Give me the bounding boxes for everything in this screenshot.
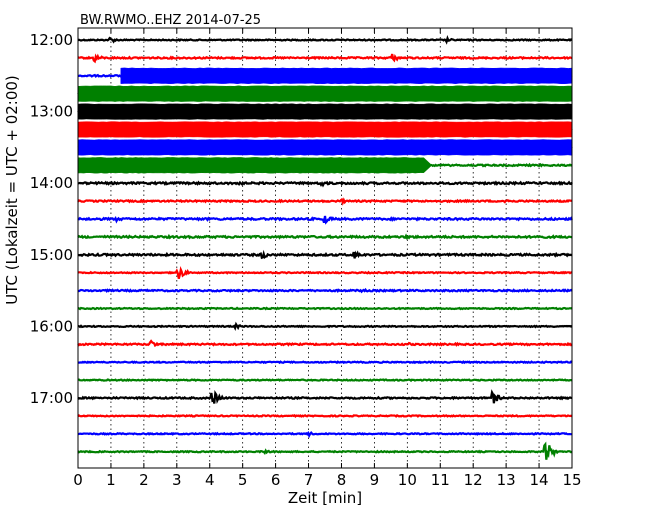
trace-line xyxy=(77,321,573,331)
saturated-band xyxy=(77,85,573,102)
trace-1430 xyxy=(77,215,573,225)
x-tick-label: 7 xyxy=(304,471,314,489)
trace-1630 xyxy=(77,360,573,365)
trace-line xyxy=(77,441,573,460)
x-axis-label: Zeit [min] xyxy=(288,489,362,507)
trace-line xyxy=(77,35,573,45)
x-tick-label: 1 xyxy=(106,471,116,489)
x-tick-label: 5 xyxy=(238,471,248,489)
x-tick-label: 0 xyxy=(73,471,83,489)
y-tick-label: 13:00 xyxy=(30,103,73,121)
trace-1545 xyxy=(77,306,573,311)
trace-line xyxy=(77,287,573,294)
trace-1330 xyxy=(77,139,573,156)
trace-1600 xyxy=(77,321,573,331)
x-tick-label: 8 xyxy=(337,471,347,489)
x-tick-label: 13 xyxy=(497,471,516,489)
trace-line xyxy=(77,360,573,365)
plot-frame xyxy=(77,27,573,469)
x-tick-label: 3 xyxy=(172,471,182,489)
trace-line xyxy=(77,265,573,279)
x-tick-label: 12 xyxy=(464,471,483,489)
trace-1245 xyxy=(77,85,573,102)
trace-line xyxy=(77,430,573,439)
trace-line xyxy=(77,249,573,260)
x-tick-label: 15 xyxy=(562,471,581,489)
trace-line xyxy=(77,53,573,64)
y-tick-label: 16:00 xyxy=(30,317,73,335)
trace-line xyxy=(77,378,573,383)
x-tick-label: 4 xyxy=(205,471,215,489)
saturated-band xyxy=(77,103,573,120)
saturated-band xyxy=(77,139,573,156)
trace-1300 xyxy=(77,103,573,120)
trace-1645 xyxy=(77,378,573,383)
trace-line xyxy=(77,306,573,311)
trace-1715 xyxy=(77,413,573,418)
trace-1615 xyxy=(77,339,573,348)
trace-1215 xyxy=(77,53,573,64)
x-tick-label: 11 xyxy=(431,471,450,489)
x-tick-label: 6 xyxy=(271,471,281,489)
x-tick-label: 2 xyxy=(139,471,149,489)
trace-1200 xyxy=(77,35,573,45)
trace-1415 xyxy=(77,197,573,206)
trace-1400 xyxy=(77,180,573,188)
trace-line xyxy=(77,413,573,418)
trace-line xyxy=(77,233,573,241)
trace-1345 xyxy=(77,157,573,174)
trace-1445 xyxy=(77,233,573,241)
y-tick-label: 15:00 xyxy=(30,246,73,264)
trace-1730 xyxy=(77,430,573,439)
x-ticks: 0 1 2 3 4 5 6 7 8 9 10 11 12 13 14 15 xyxy=(73,28,582,489)
y-ticks: 12:00 13:00 14:00 15:00 16:00 17:00 xyxy=(30,31,572,407)
x-tick-label: 10 xyxy=(398,471,417,489)
trace-1500 xyxy=(77,249,573,260)
saturated-band xyxy=(120,67,573,84)
trace-1515 xyxy=(77,265,573,279)
trace-1315 xyxy=(77,121,573,138)
x-tick-label: 14 xyxy=(530,471,549,489)
chart-title: BW.RWMO..EHZ 2014-07-25 xyxy=(80,13,261,28)
trace-1745 xyxy=(77,441,573,460)
traces xyxy=(77,35,573,460)
trace-1230 xyxy=(77,67,573,84)
trace-line xyxy=(77,180,573,188)
y-tick-label: 12:00 xyxy=(30,31,73,49)
trace-line xyxy=(77,389,573,404)
y-tick-label: 17:00 xyxy=(30,389,73,407)
trace-1700 xyxy=(77,389,573,404)
trace-line xyxy=(77,339,573,348)
y-axis-label: UTC (Lokalzeit = UTC + 02:00) xyxy=(3,75,21,305)
trace-line xyxy=(77,197,573,206)
saturated-band xyxy=(77,121,573,138)
trace-line xyxy=(77,215,573,225)
y-tick-label: 14:00 xyxy=(30,174,73,192)
trace-1530 xyxy=(77,287,573,294)
x-tick-label: 9 xyxy=(370,471,380,489)
saturated-band xyxy=(77,157,433,174)
